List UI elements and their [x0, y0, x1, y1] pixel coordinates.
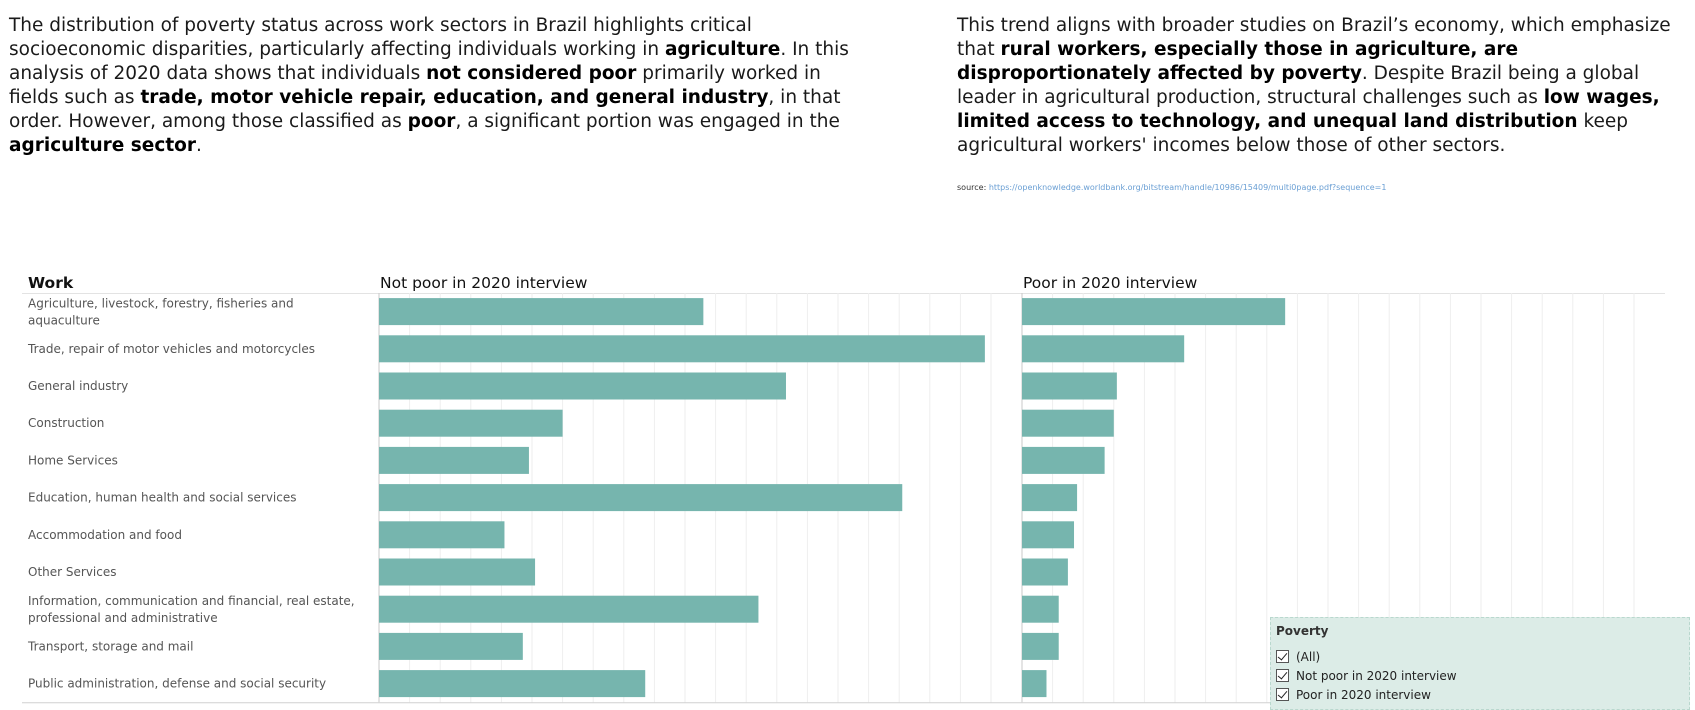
bar-poor[interactable] — [1022, 670, 1047, 698]
filter-option-all[interactable]: (All) — [1276, 649, 1320, 665]
bar-poor[interactable] — [1022, 372, 1117, 400]
header-divider — [22, 293, 1665, 294]
intro-left-segment: agriculture — [664, 39, 781, 60]
filter-title: Poverty — [1276, 624, 1329, 638]
intro-right-segment: keep agricultural workers' incomes below… — [957, 111, 1629, 156]
intro-left-segment: . — [196, 135, 202, 156]
intro-left-segment: trade, motor vehicle repair, education, … — [140, 87, 769, 108]
intro-text-left: The distribution of poverty status acros… — [9, 14, 869, 158]
bar-not-poor[interactable] — [379, 670, 646, 698]
intro-left-segment: The distribution of poverty status acros… — [9, 15, 752, 60]
row-label: Other Services — [28, 565, 117, 579]
checkbox-icon[interactable] — [1276, 688, 1289, 701]
bar-poor[interactable] — [1022, 558, 1068, 586]
intro-left-segment: primarily worked in fields such as — [9, 63, 821, 108]
bar-poor[interactable] — [1022, 484, 1078, 512]
chart-header: Work Not poor in 2020 interview Poor in … — [0, 273, 1695, 293]
row-label: Agriculture, livestock, forestry, fisher… — [28, 297, 294, 328]
row-header: Work — [28, 274, 74, 292]
bar-not-poor[interactable] — [379, 446, 529, 474]
filter-option-poor[interactable]: Poor in 2020 interview — [1276, 687, 1431, 703]
bar-not-poor[interactable] — [379, 335, 985, 363]
row-label: Public administration, defense and socia… — [28, 677, 326, 691]
bar-poor[interactable] — [1022, 595, 1059, 623]
bar-not-poor[interactable] — [379, 595, 759, 623]
row-label: General industry — [28, 379, 128, 393]
bar-not-poor[interactable] — [379, 372, 786, 400]
filter-option-label: Poor in 2020 interview — [1296, 688, 1431, 702]
source-link[interactable]: https://openknowledge.worldbank.org/bits… — [988, 183, 1387, 192]
source-label: source: — [957, 183, 989, 192]
bar-poor[interactable] — [1022, 521, 1075, 549]
intro-right-segment: low wages, limited access to technology,… — [957, 87, 1660, 132]
source-citation: source: https://openknowledge.worldbank.… — [957, 183, 1386, 192]
bar-not-poor[interactable] — [379, 409, 563, 437]
bar-poor[interactable] — [1022, 632, 1059, 660]
bar-poor[interactable] — [1022, 298, 1286, 326]
bar-chart: Agriculture, livestock, forestry, fisher… — [22, 293, 1665, 704]
bar-not-poor[interactable] — [379, 632, 523, 660]
filter-option-not-poor[interactable]: Not poor in 2020 interview — [1276, 668, 1457, 684]
intro-right-segment: This trend aligns with broader studies o… — [957, 15, 1671, 60]
panel-header-not-poor: Not poor in 2020 interview — [380, 274, 588, 292]
row-label: Information, communication and financial… — [28, 594, 355, 625]
filter-option-label: Not poor in 2020 interview — [1296, 669, 1457, 683]
intro-left-segment: , in that order. However, among those cl… — [9, 87, 841, 132]
checkbox-icon[interactable] — [1276, 669, 1289, 682]
intro-left-segment: poor — [407, 111, 456, 132]
row-label: Education, human health and social servi… — [28, 491, 297, 505]
intro-right-segment: . Despite Brazil being a global leader i… — [957, 63, 1640, 108]
row-label: Trade, repair of motor vehicles and moto… — [27, 342, 315, 356]
row-label: Accommodation and food — [28, 528, 182, 542]
intro-left-segment: , a significant portion was engaged in t… — [455, 111, 840, 132]
poverty-filter: Poverty (All) Not poor in 2020 interview… — [1270, 617, 1690, 710]
bar-poor[interactable] — [1022, 335, 1185, 363]
intro-left-segment: agriculture sector — [9, 135, 196, 156]
bar-not-poor[interactable] — [379, 558, 536, 586]
row-label: Transport, storage and mail — [27, 639, 193, 653]
bar-not-poor[interactable] — [379, 484, 903, 512]
row-label: Home Services — [28, 453, 118, 467]
panel-header-poor: Poor in 2020 interview — [1023, 274, 1198, 292]
bar-poor[interactable] — [1022, 446, 1105, 474]
bar-not-poor[interactable] — [379, 521, 505, 549]
intro-left-segment: . In this analysis of 2020 data shows th… — [9, 39, 849, 84]
intro-right-segment: rural workers, especially those in agric… — [957, 39, 1518, 84]
checkbox-icon[interactable] — [1276, 650, 1289, 663]
bar-poor[interactable] — [1022, 409, 1114, 437]
intro-left-segment: not considered poor — [426, 63, 637, 84]
filter-option-label: (All) — [1296, 650, 1321, 664]
bar-not-poor[interactable] — [379, 298, 704, 326]
row-label: Construction — [28, 416, 104, 430]
intro-text-right: This trend aligns with broader studies o… — [957, 14, 1677, 158]
